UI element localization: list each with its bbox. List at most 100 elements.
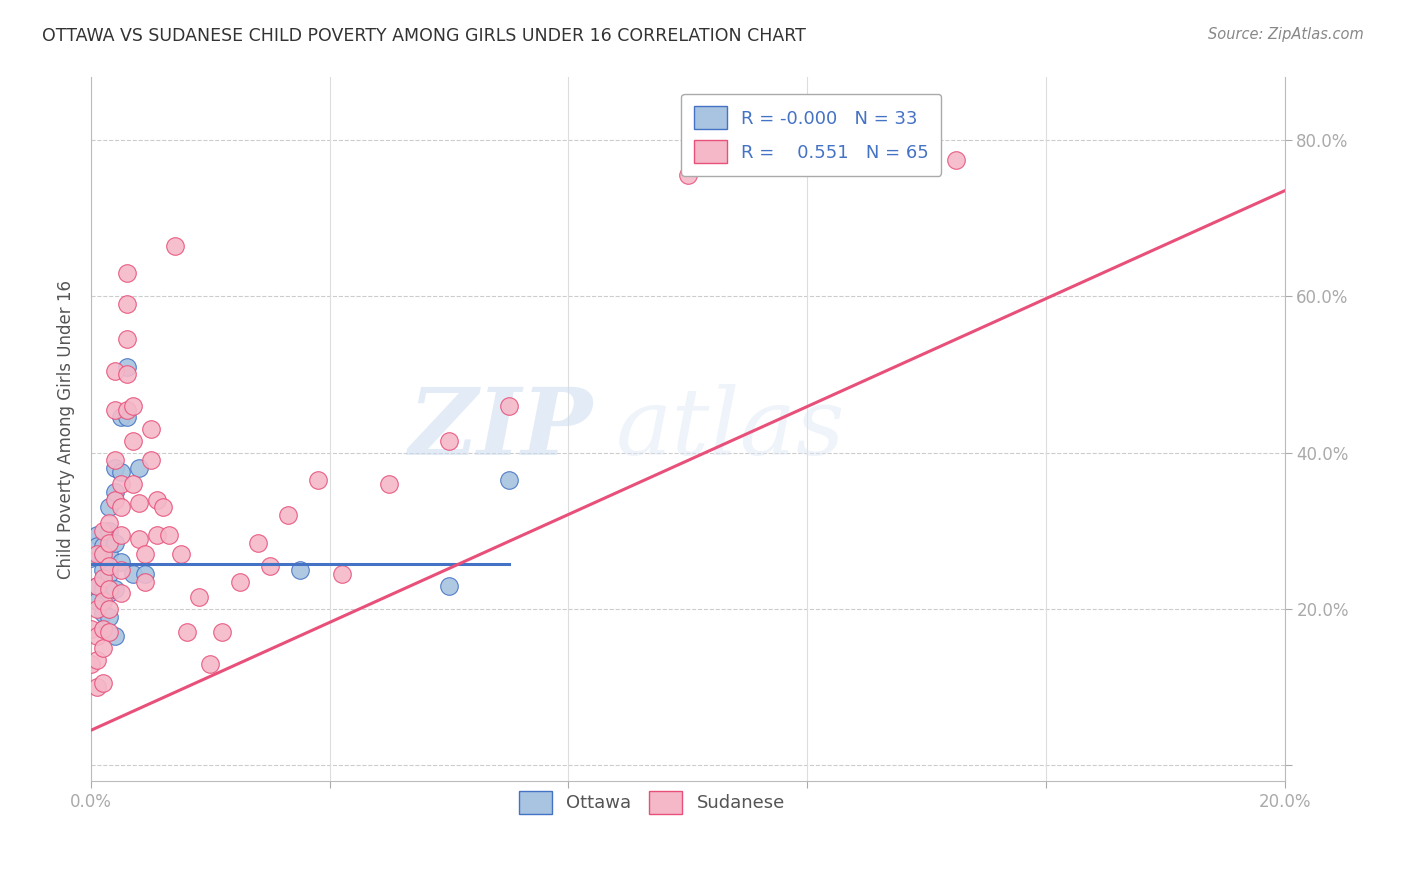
Point [104,492,127,507]
Point [98,516,121,530]
Text: atlas: atlas [616,384,846,475]
Point [229,574,252,589]
Point [498,473,520,487]
Point [104,535,127,549]
Point [91,582,114,597]
Point [945,153,967,167]
Point [115,297,138,311]
Point [86,680,108,694]
Point [80,551,103,566]
Point [98,566,121,581]
Point [98,582,121,597]
Point [176,625,198,640]
Point [104,582,127,597]
Point [91,551,114,566]
Text: OTTAWA VS SUDANESE CHILD POVERTY AMONG GIRLS UNDER 16 CORRELATION CHART: OTTAWA VS SUDANESE CHILD POVERTY AMONG G… [42,27,806,45]
Point [122,434,145,448]
Point [104,453,127,467]
Point [86,653,108,667]
Point [115,410,138,425]
Point [110,527,132,541]
Y-axis label: Child Poverty Among Girls Under 16: Child Poverty Among Girls Under 16 [58,280,75,579]
Point [80,657,103,671]
Point [98,535,121,549]
Point [91,547,114,561]
Point [307,473,329,487]
Point [104,363,127,377]
Point [163,238,186,252]
Point [86,602,108,616]
Point [277,508,299,523]
Point [115,266,138,280]
Point [110,500,132,515]
Point [115,332,138,346]
Point [139,453,162,467]
Point [157,527,180,541]
Point [86,547,108,561]
Point [91,571,114,585]
Point [187,591,209,605]
Point [128,532,150,546]
Point [122,477,145,491]
Point [98,586,121,600]
Point [169,547,191,561]
Point [98,559,121,574]
Point [104,629,127,643]
Point [437,434,460,448]
Point [98,500,121,515]
Point [146,527,169,541]
Text: ZIP: ZIP [408,384,592,475]
Point [91,606,114,620]
Point [91,641,114,656]
Point [211,625,233,640]
Point [98,602,121,616]
Point [110,563,132,577]
Point [91,676,114,690]
Point [80,622,103,636]
Point [134,574,156,589]
Point [498,399,520,413]
Point [91,563,114,577]
Point [134,566,156,581]
Point [110,586,132,600]
Point [86,629,108,643]
Point [152,500,174,515]
Point [437,578,460,592]
Point [110,465,132,479]
Legend: Ottawa, Sudanese: Ottawa, Sudanese [509,780,796,825]
Point [247,535,270,549]
Point [115,402,138,417]
Point [86,540,108,554]
Point [128,461,150,475]
Point [110,477,132,491]
Point [104,461,127,475]
Point [122,399,145,413]
Point [288,563,311,577]
Point [91,540,114,554]
Point [146,492,169,507]
Point [86,578,108,592]
Point [104,402,127,417]
Point [98,610,121,624]
Point [86,594,108,608]
Point [200,657,222,671]
Point [86,527,108,541]
Point [110,410,132,425]
Point [259,559,281,574]
Point [91,622,114,636]
Point [122,566,145,581]
Point [98,547,121,561]
Point [86,578,108,592]
Point [115,359,138,374]
Text: Source: ZipAtlas.com: Source: ZipAtlas.com [1208,27,1364,42]
Point [104,484,127,499]
Point [91,594,114,608]
Point [110,555,132,569]
Point [134,547,156,561]
Point [676,168,699,182]
Point [139,422,162,436]
Point [98,625,121,640]
Point [378,477,401,491]
Point [98,524,121,538]
Point [330,566,353,581]
